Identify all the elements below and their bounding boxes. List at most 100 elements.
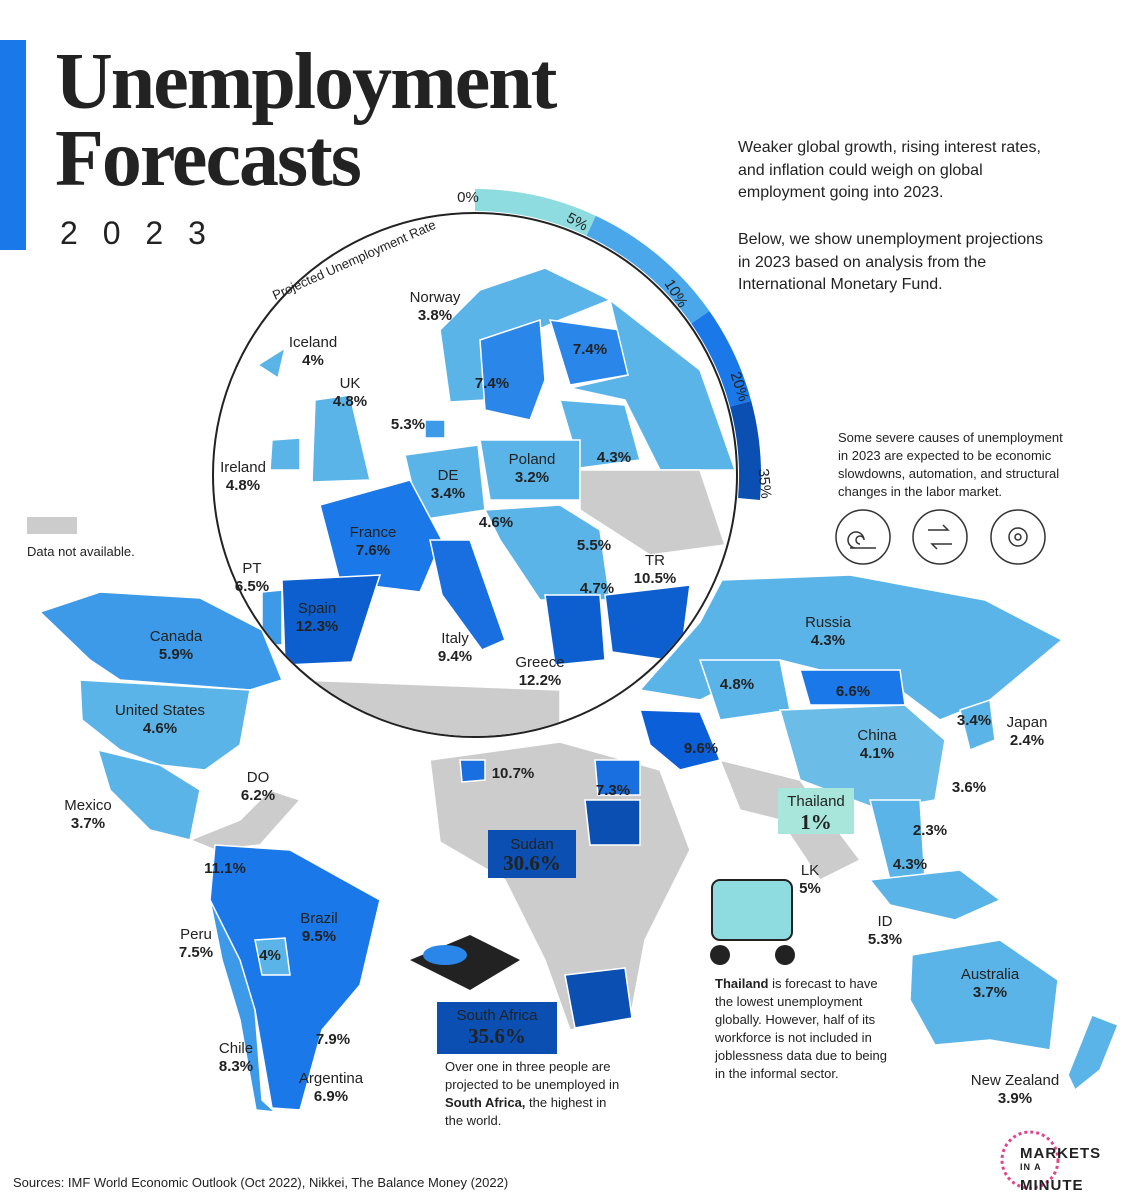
note-line: projected to be unemployed in: [445, 1077, 619, 1092]
country-name: DE: [438, 467, 459, 484]
value-label: 7.9%: [316, 1031, 350, 1048]
callout-name: Sudan: [510, 836, 553, 853]
note-text: joblessness data due to being: [714, 1048, 887, 1063]
country-name: Iceland: [289, 334, 337, 351]
logo-ring: [1000, 1130, 1060, 1190]
country-value: 4%: [302, 352, 324, 369]
source: Sources: IMF World Economic Outlook (Oct…: [13, 1175, 508, 1190]
world-map: [38, 574, 1119, 1113]
note-line: the lowest unemployment: [715, 994, 863, 1009]
country-name: China: [857, 727, 897, 744]
country-name: Norway: [410, 289, 461, 306]
title: Unemployment: [55, 38, 558, 126]
country-name: Mexico: [64, 797, 112, 814]
country-value: 4.6%: [143, 720, 177, 737]
note-line: globally. However, half of its: [715, 1012, 876, 1027]
value-label: 4.8%: [720, 676, 754, 693]
value-label: 4.6%: [479, 514, 513, 531]
callout-value: 1%: [800, 810, 832, 834]
country-name: France: [350, 524, 397, 541]
country-name: Brazil: [300, 910, 338, 927]
value-label: 5.5%: [577, 537, 611, 554]
country-value: 2.4%: [1010, 732, 1044, 749]
country-value: 4.1%: [860, 745, 894, 762]
country-name: Spain: [298, 600, 336, 617]
value-label: 4.7%: [580, 580, 614, 597]
causes-note: in 2023 are expected to be economic: [838, 448, 1052, 463]
country-value: 12.2%: [519, 672, 562, 689]
note-text: Over one in three people are: [445, 1059, 611, 1074]
callout-name: South Africa: [457, 1007, 539, 1024]
intro-text: and inflation could weigh on global: [738, 162, 983, 179]
logo-text: MINUTE: [1020, 1177, 1084, 1194]
note-text: globally. However, half of its: [715, 1012, 876, 1027]
country-name: Chile: [219, 1040, 253, 1057]
thailand-box: [778, 788, 854, 834]
country-value: 4.3%: [811, 632, 845, 649]
europe-map: [256, 267, 736, 736]
value-label: 10.7%: [492, 765, 535, 782]
note-text: projected to be unemployed in: [445, 1077, 619, 1092]
country-value: 5.9%: [159, 646, 193, 663]
intro-text: International Monetary Fund.: [738, 276, 943, 293]
country-name: Argentina: [299, 1070, 364, 1087]
country-value: 3.2%: [515, 469, 549, 486]
note-line: Thailand is forecast to have: [715, 976, 878, 991]
country-name: Russia: [805, 614, 852, 631]
value-label: 7.3%: [596, 782, 630, 799]
callout-value: 30.6%: [503, 851, 561, 875]
country-name: Ireland: [220, 459, 266, 476]
country-name: Italy: [441, 630, 469, 647]
value-label: 9.6%: [684, 740, 718, 757]
note-line: workforce is not included in: [714, 1030, 872, 1045]
note-line: joblessness data due to being: [714, 1048, 887, 1063]
intro-text: in 2023 based on analysis from the: [738, 254, 986, 271]
value-label: 7.4%: [475, 375, 509, 392]
note-bold: Thailand: [715, 976, 769, 991]
na-swatch: [27, 517, 77, 534]
note-text: is forecast to have: [768, 976, 877, 991]
year: 2 0 2 3: [60, 215, 214, 251]
country-name: TR: [645, 552, 665, 569]
country-name: Greece: [515, 654, 564, 671]
logo-text: MARKETS: [1020, 1145, 1101, 1162]
country-value: 10.5%: [634, 570, 677, 587]
country-name: UK: [340, 375, 361, 392]
country-value: 7.6%: [356, 542, 390, 559]
title: Forecasts: [55, 115, 361, 203]
note-text: the highest in: [525, 1095, 606, 1110]
country-value: 4.8%: [226, 477, 260, 494]
cause-icons: [835, 509, 1046, 565]
value-label: 11.1%: [204, 860, 246, 877]
value-label: 4.3%: [597, 449, 631, 466]
country-name: PT: [242, 560, 261, 577]
note-bold: South Africa,: [445, 1095, 525, 1110]
country-value: 3.8%: [418, 307, 452, 324]
na-label: Data not available.: [27, 544, 135, 559]
country-name: Poland: [509, 451, 556, 468]
country-name: United States: [115, 702, 205, 719]
value-label: 4.3%: [893, 856, 927, 873]
note-text: workforce is not included in: [714, 1030, 872, 1045]
country-value: 8.3%: [219, 1058, 253, 1075]
callout-value: 35.6%: [468, 1024, 526, 1048]
note-line: Over one in three people are: [445, 1059, 611, 1074]
accent-bar: [0, 40, 26, 250]
legend-tick: 0%: [457, 189, 479, 206]
sudan-box: [488, 830, 576, 878]
south-africa-box: [437, 1002, 557, 1054]
country-name: Peru: [180, 926, 212, 943]
country-value: 3.9%: [998, 1090, 1032, 1107]
country-name: Australia: [961, 966, 1020, 983]
country-value: 9.4%: [438, 648, 472, 665]
logo-text: IN A: [1020, 1162, 1042, 1172]
value-label: 4%: [259, 947, 281, 964]
country-name: LK: [801, 862, 819, 879]
note-text: in the informal sector.: [715, 1066, 839, 1081]
country-name: DO: [247, 769, 270, 786]
legend-tick: 35%: [754, 468, 774, 500]
country-value: 6.5%: [235, 578, 269, 595]
intro-text: Weaker global growth, rising interest ra…: [738, 139, 1041, 156]
causes-note: Some severe causes of unemployment: [838, 430, 1063, 445]
